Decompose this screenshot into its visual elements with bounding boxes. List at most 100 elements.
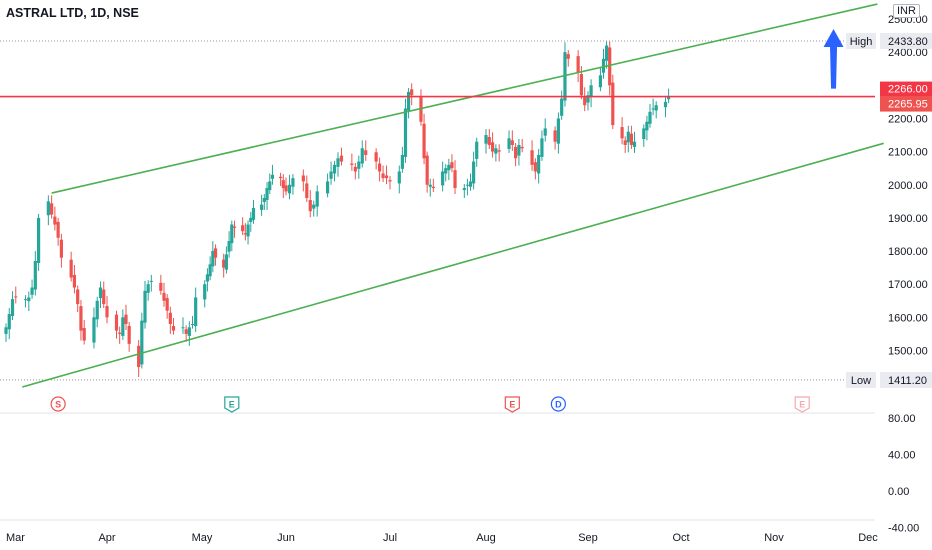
candle[interactable] <box>533 158 537 180</box>
candle[interactable] <box>56 217 60 246</box>
event-marker[interactable]: E <box>504 396 520 413</box>
candle[interactable] <box>102 281 106 309</box>
candle[interactable] <box>468 173 473 191</box>
candle[interactable] <box>419 89 423 126</box>
candle[interactable] <box>291 174 295 195</box>
candle[interactable] <box>146 280 150 301</box>
candle[interactable] <box>187 321 191 346</box>
candle[interactable] <box>517 139 521 166</box>
candle[interactable] <box>329 161 333 185</box>
candle[interactable] <box>494 144 498 162</box>
candle[interactable] <box>336 152 340 177</box>
candle[interactable] <box>33 251 37 296</box>
candle[interactable] <box>23 295 28 308</box>
candle[interactable] <box>632 131 637 153</box>
candle[interactable] <box>556 112 560 154</box>
candle[interactable] <box>642 124 646 147</box>
candle[interactable] <box>381 165 385 183</box>
candle[interactable] <box>629 125 633 149</box>
candle[interactable] <box>305 175 309 202</box>
candle[interactable] <box>53 206 57 231</box>
event-marker[interactable]: E <box>224 396 240 413</box>
candle[interactable] <box>281 174 285 199</box>
candle[interactable] <box>339 147 344 166</box>
upper-channel-line[interactable] <box>51 3 878 194</box>
candle[interactable] <box>400 146 404 173</box>
candle[interactable] <box>620 117 624 145</box>
candle[interactable] <box>46 195 50 226</box>
candle[interactable] <box>462 184 466 199</box>
candle[interactable] <box>648 103 652 128</box>
candle[interactable] <box>378 157 382 182</box>
candle[interactable] <box>270 164 275 185</box>
candle[interactable] <box>127 321 131 352</box>
candle[interactable] <box>583 87 587 112</box>
up-arrow[interactable] <box>823 28 844 89</box>
candle[interactable] <box>472 151 476 190</box>
candle[interactable] <box>360 140 364 168</box>
candle[interactable] <box>59 233 63 268</box>
candle[interactable] <box>243 223 247 241</box>
candle[interactable] <box>312 200 316 217</box>
candle[interactable] <box>350 153 354 171</box>
lower-channel-line[interactable] <box>22 142 884 388</box>
candle[interactable] <box>213 244 218 266</box>
candle[interactable] <box>268 173 272 195</box>
candle[interactable] <box>203 280 207 308</box>
candle[interactable] <box>450 154 454 173</box>
candle[interactable] <box>149 274 153 292</box>
candle[interactable] <box>425 151 429 193</box>
candle[interactable] <box>422 113 426 165</box>
candle[interactable] <box>332 160 337 182</box>
candle[interactable] <box>608 41 612 96</box>
candle[interactable] <box>397 165 401 194</box>
candle[interactable] <box>441 161 445 192</box>
candle[interactable] <box>611 74 615 130</box>
event-marker[interactable]: S <box>50 396 66 412</box>
candle[interactable] <box>140 312 144 369</box>
candle[interactable] <box>490 132 495 158</box>
candle[interactable] <box>7 308 11 340</box>
candle[interactable] <box>651 98 655 116</box>
candle[interactable] <box>484 129 488 154</box>
candle[interactable] <box>246 220 250 245</box>
candle[interactable] <box>190 316 195 329</box>
candle[interactable] <box>265 182 269 210</box>
candle[interactable] <box>447 158 451 181</box>
candle[interactable] <box>262 194 266 210</box>
candle[interactable] <box>287 174 292 200</box>
candle[interactable] <box>171 318 176 335</box>
candle[interactable] <box>14 286 18 304</box>
candle[interactable] <box>315 185 319 217</box>
candle[interactable] <box>278 172 283 187</box>
candle[interactable] <box>406 87 411 119</box>
candle[interactable] <box>301 169 305 192</box>
candle[interactable] <box>27 291 31 312</box>
candle[interactable] <box>159 274 163 295</box>
candle[interactable] <box>284 177 288 196</box>
candle[interactable] <box>114 310 119 339</box>
candle[interactable] <box>232 220 237 238</box>
candle[interactable] <box>353 162 357 180</box>
candle[interactable] <box>605 41 609 69</box>
candle[interactable] <box>428 178 432 197</box>
candle[interactable] <box>208 256 212 281</box>
candle[interactable] <box>663 95 668 118</box>
candle[interactable] <box>465 178 470 196</box>
event-marker[interactable]: D <box>550 396 566 412</box>
candle[interactable] <box>165 294 169 319</box>
candle[interactable] <box>586 91 590 111</box>
candle[interactable] <box>475 137 479 167</box>
candle[interactable] <box>487 129 491 149</box>
candle[interactable] <box>118 326 122 344</box>
candle[interactable] <box>410 83 414 106</box>
candle[interactable] <box>194 287 198 332</box>
candle[interactable] <box>121 309 125 340</box>
candle[interactable] <box>211 241 215 273</box>
candle[interactable] <box>222 253 226 278</box>
candle[interactable] <box>357 155 361 179</box>
candle[interactable] <box>50 195 54 219</box>
candle[interactable] <box>10 291 15 321</box>
candle[interactable] <box>431 178 435 193</box>
